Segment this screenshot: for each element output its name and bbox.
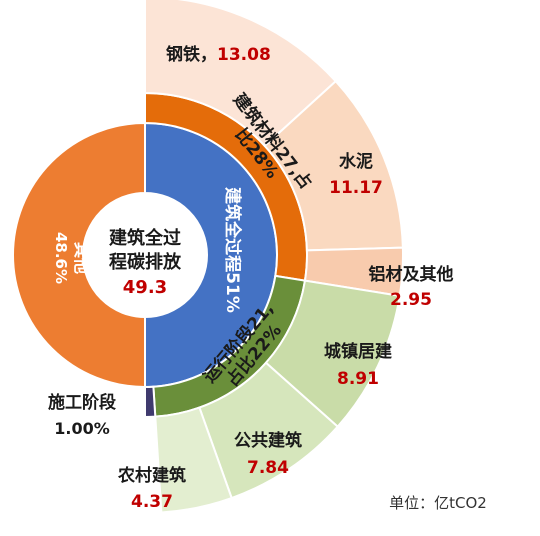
sector-outer-rural xyxy=(154,406,233,514)
construction-label-name: 施工阶段 xyxy=(48,392,116,413)
outer-label-steel: 钢铁，13.08 xyxy=(166,44,271,65)
outer-value-cement: 11.17 xyxy=(329,178,383,198)
center-title-line1: 建筑全过 xyxy=(109,227,181,249)
outer-value-aluminum: 2.95 xyxy=(390,290,432,310)
svg-text:48.6%: 48.6% xyxy=(52,232,70,284)
unit-label: 单位：亿tCO2 xyxy=(389,494,487,512)
center-title-line2: 程碳排放 xyxy=(109,251,182,273)
svg-text:其他: 其他 xyxy=(72,242,91,274)
outer-value-urban: 8.91 xyxy=(337,369,379,389)
rings xyxy=(12,0,404,514)
sector-middle-construction xyxy=(144,385,157,419)
outer-value-rural: 4.37 xyxy=(131,492,173,512)
outer-label-cement: 水泥 xyxy=(339,151,373,172)
center-value: 49.3 xyxy=(123,277,167,298)
center-hole xyxy=(83,193,207,317)
inner-label-other: 其他 48.6% xyxy=(52,232,91,284)
svg-text:建筑全过程51%: 建筑全过程51% xyxy=(222,187,243,313)
outer-label-rural: 农村建筑 xyxy=(117,465,186,486)
outer-label-urban: 城镇居建 xyxy=(324,341,392,362)
outer-label-public: 公共建筑 xyxy=(234,430,302,451)
inner-label-whole-process: 建筑全过程51% xyxy=(222,187,243,313)
outer-label-aluminum: 铝材及其他 xyxy=(369,264,454,285)
outer-value-public: 7.84 xyxy=(247,458,289,478)
construction-label-value: 1.00% xyxy=(54,419,110,438)
